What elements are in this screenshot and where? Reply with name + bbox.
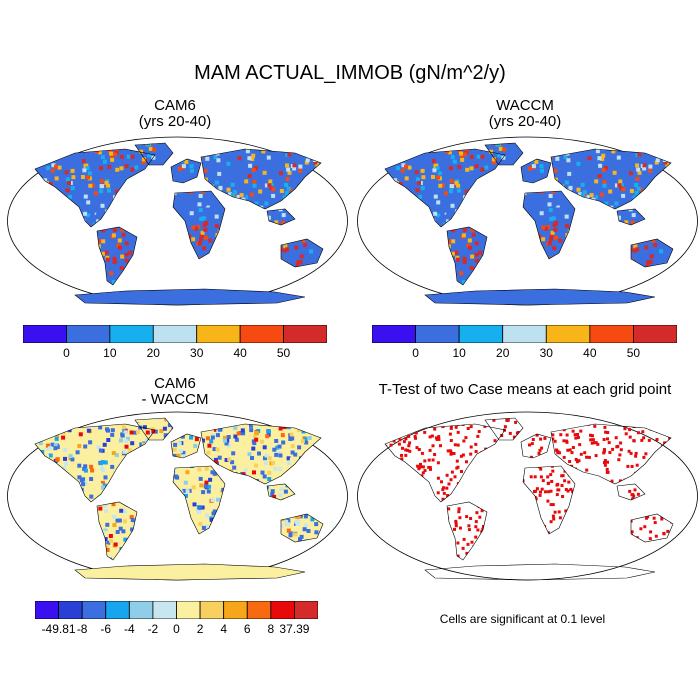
- colorbar-swatch: [66, 325, 111, 343]
- colorbar-swatch: [109, 325, 154, 343]
- colorbar-swatch: [196, 325, 241, 343]
- colorbar-cam6: [23, 325, 327, 343]
- colorbar-swatch: [239, 325, 284, 343]
- figure-title: MAM ACTUAL_IMMOB (gN/m^2/y): [194, 62, 506, 84]
- colorbar-swatch: [128, 601, 154, 619]
- colorbar-swatch: [294, 601, 318, 619]
- colorbar-tick-label: 50: [626, 346, 641, 360]
- colorbar-tick-label: 30: [539, 346, 553, 360]
- panel-title-waccm: WACCM (yrs 20-40): [488, 97, 562, 130]
- colorbar-tick-label: 6: [243, 622, 251, 636]
- colorbar-tick-label: 8: [267, 622, 275, 636]
- colorbar-swatch: [502, 325, 547, 343]
- colorbar-tick-label: 0: [412, 346, 419, 360]
- colorbar-tick-label: 0: [173, 622, 180, 636]
- colorbar-swatch: [58, 601, 83, 619]
- colorbar-tick-label: -8: [76, 622, 88, 636]
- colorbar-tick-label: -2: [147, 622, 159, 636]
- colorbar-swatch: [283, 325, 327, 343]
- colorbar-tick-label: -49.81: [41, 622, 76, 636]
- colorbar-waccm-labels: 0 10 20 30 40 50: [372, 346, 677, 362]
- panel-title-diff: CAM6 - WACCM: [141, 375, 209, 408]
- colorbar-swatch: [372, 325, 416, 343]
- colorbar-tick-label: 20: [146, 346, 160, 360]
- colorbar-swatch: [270, 601, 295, 619]
- map-panel-ttest: [357, 411, 698, 581]
- colorbar-swatch: [35, 601, 59, 619]
- colorbar-tick-label: 10: [103, 346, 117, 360]
- colorbar-tick-label: 30: [190, 346, 204, 360]
- colorbar-waccm: [372, 325, 677, 343]
- colorbar-tick-label: 40: [583, 346, 597, 360]
- colorbar-swatch: [81, 601, 107, 619]
- panel-title-ttest: T-Test of two Case means at each grid po…: [378, 381, 672, 398]
- colorbar-swatch: [246, 601, 272, 619]
- colorbar-tick-label: 20: [496, 346, 510, 360]
- colorbar-swatch: [23, 325, 67, 343]
- significance-note: Cells are significant at 0.1 level: [439, 612, 606, 626]
- colorbar-tick-label: 4: [220, 622, 227, 636]
- colorbar-swatch: [589, 325, 634, 343]
- colorbar-swatch: [105, 601, 130, 619]
- colorbar-swatch: [223, 601, 248, 619]
- colorbar-tick-label: 40: [233, 346, 247, 360]
- colorbar-tick-label: 50: [276, 346, 291, 360]
- colorbar-diff: [35, 601, 318, 619]
- colorbar-swatch: [199, 601, 225, 619]
- colorbar-tick-label: 2: [196, 622, 204, 636]
- map-panel-diff: [7, 411, 348, 581]
- map-panel-waccm: [357, 136, 698, 306]
- map-panel-cam6: [7, 136, 348, 306]
- colorbar-cam6-labels: 0 10 20 30 40 50: [23, 346, 327, 362]
- colorbar-diff-labels: -49.81 -8 -6 -4 -2 0 2 4 6 8 37.39: [35, 622, 318, 638]
- colorbar-swatch: [545, 325, 591, 343]
- panel-title-cam6: CAM6 (yrs 20-40): [138, 97, 212, 130]
- colorbar-tick-label: 37.39: [279, 622, 310, 636]
- colorbar-tick-label: -4: [123, 622, 135, 636]
- colorbar-tick-label: 10: [452, 346, 466, 360]
- colorbar-tick-label: 0: [63, 346, 70, 360]
- colorbar-swatch: [633, 325, 677, 343]
- colorbar-tick-label: -6: [100, 622, 112, 636]
- colorbar-swatch: [458, 325, 504, 343]
- colorbar-swatch: [152, 325, 198, 343]
- colorbar-swatch: [176, 601, 201, 619]
- colorbar-swatch: [152, 601, 177, 619]
- colorbar-swatch: [415, 325, 460, 343]
